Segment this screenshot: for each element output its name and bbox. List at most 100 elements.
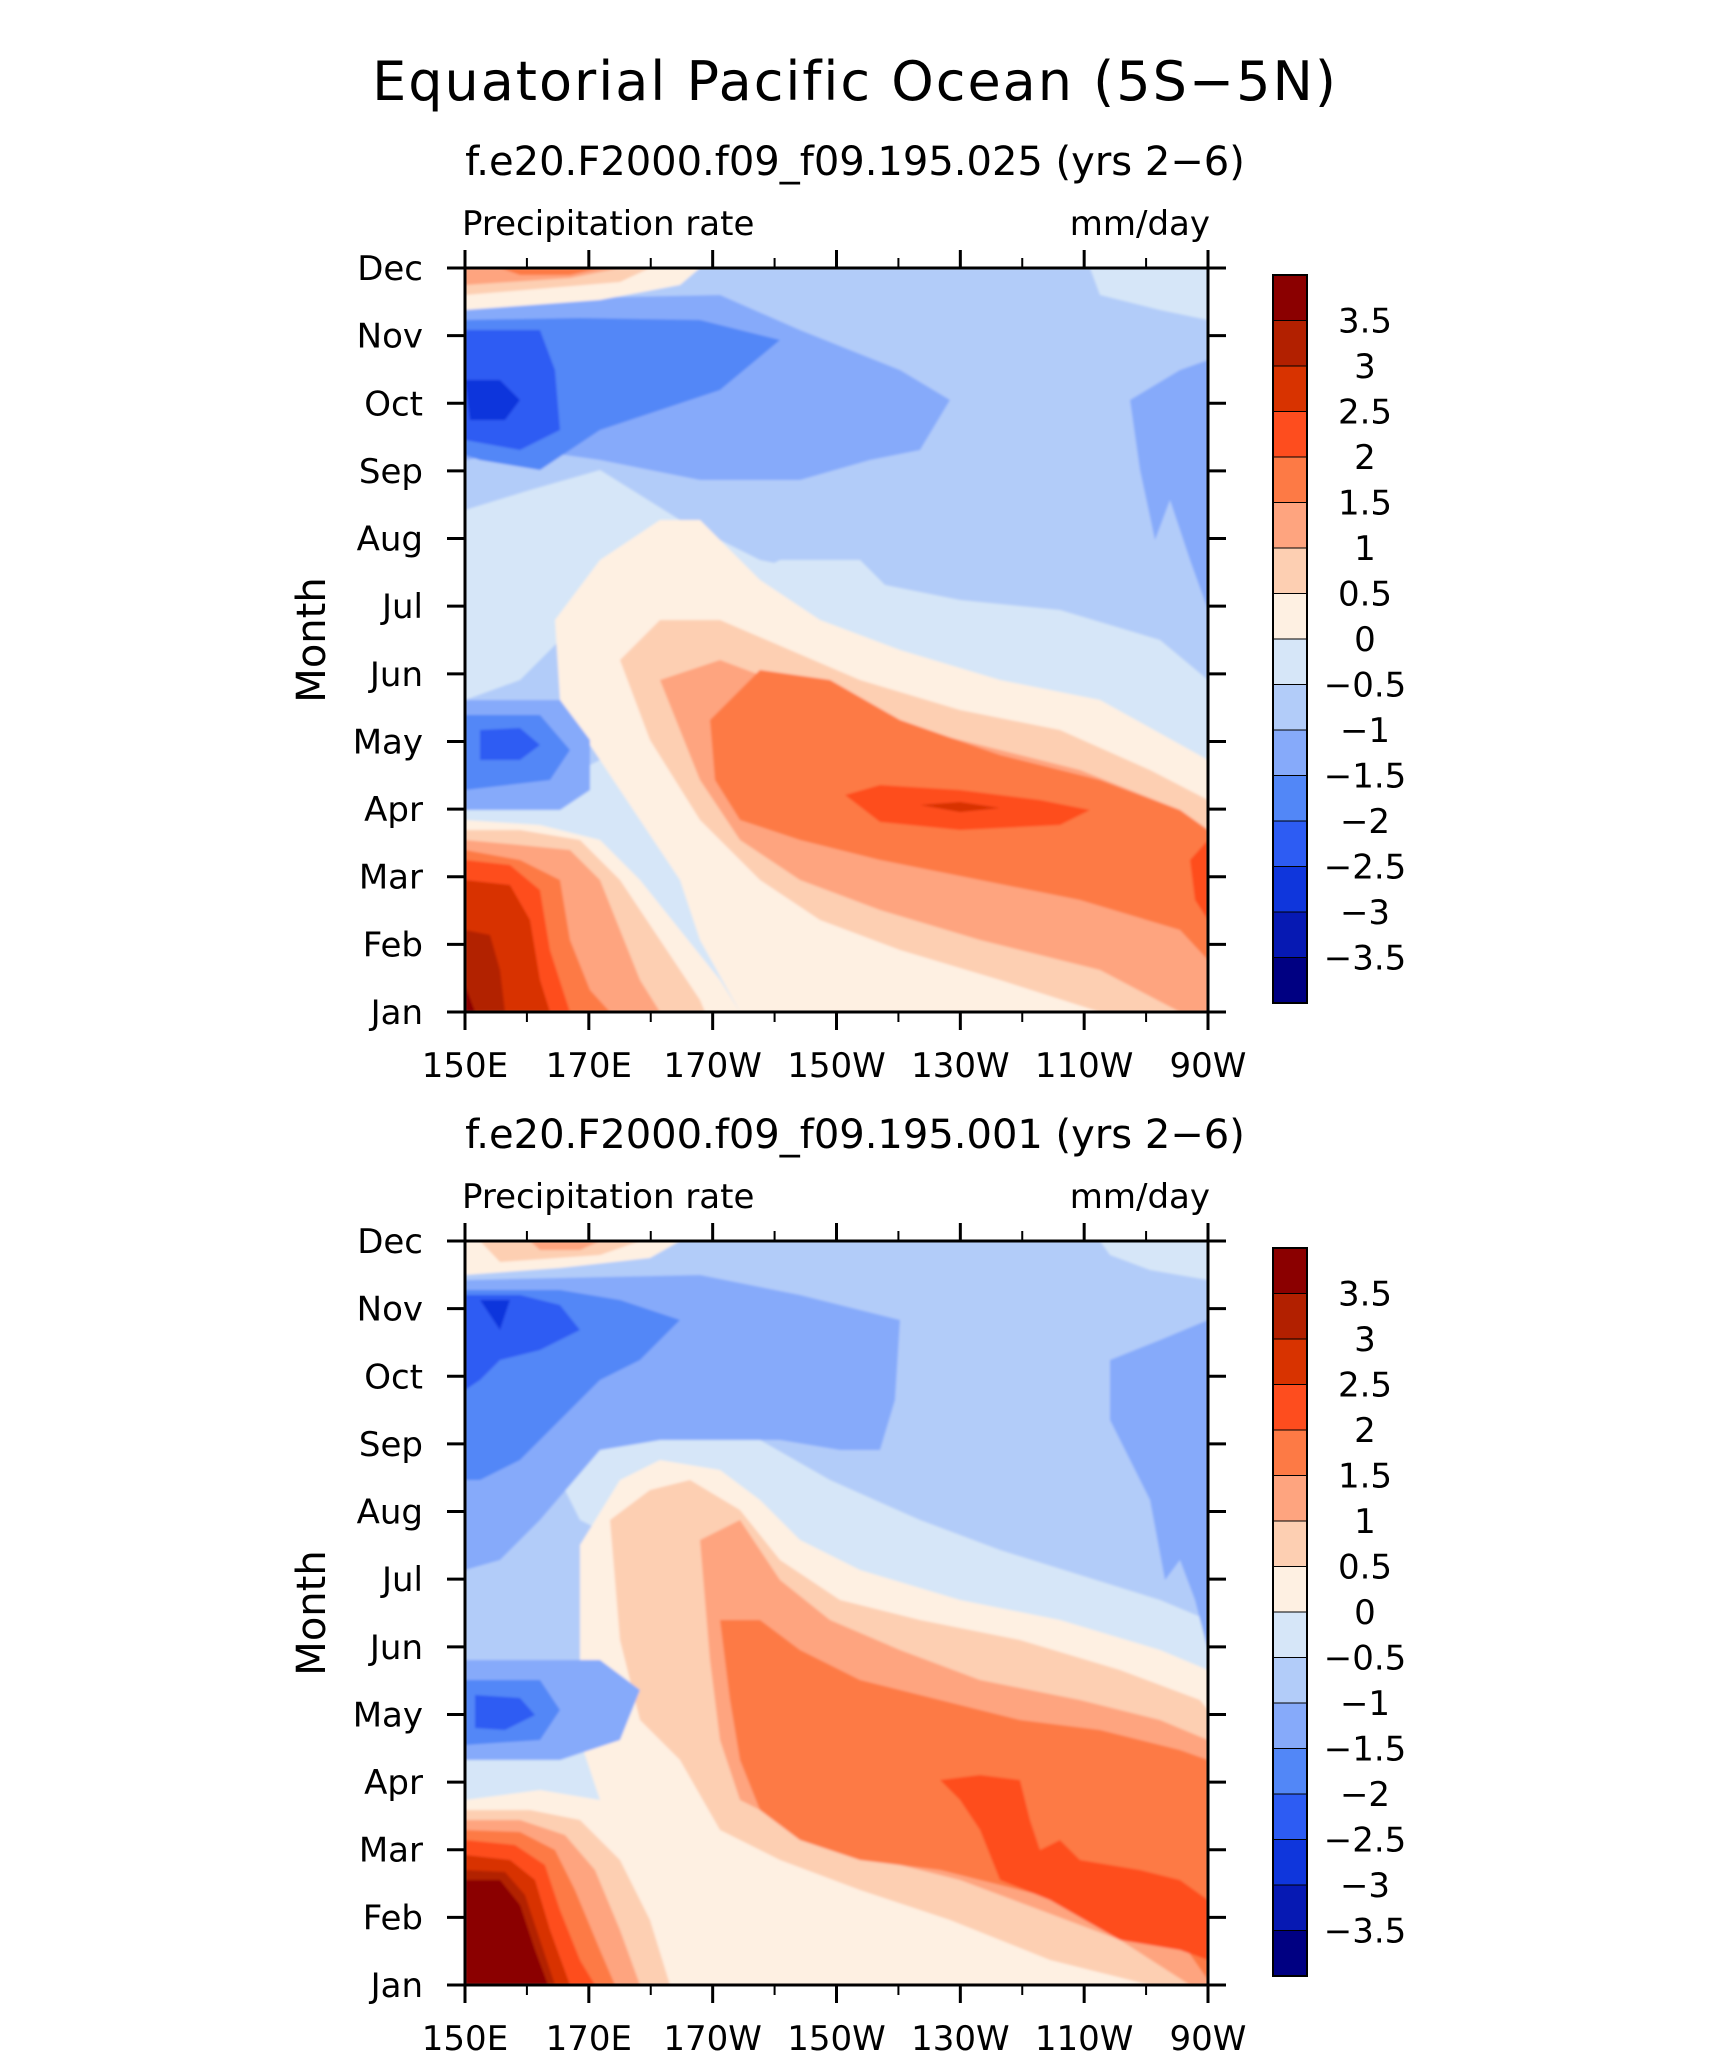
- y-tick-label: Feb: [363, 1898, 423, 1938]
- field-a-band: [465, 985, 475, 1012]
- y-tick-label: Aug: [357, 1493, 423, 1533]
- colorbar-label: −2.5: [1324, 1821, 1407, 1861]
- colorbar-swatch: [1272, 729, 1308, 776]
- y-tick-label: Sep: [359, 452, 423, 492]
- x-tick-label: 150W: [787, 1046, 886, 1086]
- colorbar-swatch: [1272, 1384, 1308, 1431]
- field-a-band: [1130, 360, 1208, 610]
- field-a-band: [480, 728, 540, 760]
- colorbar-label: 0: [1354, 620, 1376, 660]
- y-tick-label: Feb: [363, 925, 423, 965]
- field-a-band: [465, 930, 505, 1012]
- panel-b-right-label: mm/day: [1070, 1177, 1210, 1217]
- panel-b-y-tick-labels: Jan Feb Mar Apr May Jun Jul Aug Sep Oct Nov Dec: [353, 1222, 1226, 2006]
- y-tick-label: Mar: [359, 1831, 423, 1871]
- y-tick-label: Aug: [357, 520, 423, 560]
- colorbar-swatch: [1272, 1748, 1308, 1795]
- panel-a-left-label: Precipitation rate: [462, 204, 754, 244]
- colorbar-swatch: [1272, 411, 1308, 458]
- colorbar-label: −3: [1340, 1866, 1390, 1906]
- colorbar-label: −0.5: [1324, 666, 1407, 706]
- panel-a: f.e20.F2000.f09_f09.195.025 (yrs 2−6) Pr…: [289, 139, 1406, 1086]
- y-tick-label: Jan: [369, 993, 423, 1033]
- colorbar-swatch: [1272, 911, 1308, 958]
- field-a-band: [500, 268, 600, 275]
- panel-a-title: f.e20.F2000.f09_f09.195.025 (yrs 2−6): [465, 139, 1245, 185]
- colorbar-swatch: [1272, 1702, 1308, 1749]
- colorbar-label: 2: [1354, 1411, 1376, 1451]
- colorbar-label: −3.5: [1324, 1912, 1407, 1952]
- field-b-band: [465, 1880, 548, 1985]
- y-tick-label: Oct: [364, 1357, 423, 1397]
- panel-a-x-tick-labels: 150E 170E 170W 150W 130W 110W 90W: [422, 250, 1247, 1086]
- colorbar-swatch: [1272, 1338, 1308, 1385]
- x-tick-label: 170W: [663, 1046, 762, 1086]
- x-tick-label: 110W: [1035, 1046, 1134, 1086]
- x-tick-label: 150E: [422, 2019, 508, 2059]
- field-b-band: [480, 1300, 510, 1330]
- colorbar-label: 1.5: [1338, 1457, 1392, 1497]
- x-tick-label: 90W: [1170, 2019, 1247, 2059]
- colorbar-swatch: [1272, 866, 1308, 913]
- colorbar-swatch: [1272, 1839, 1308, 1886]
- colorbar-swatch: [1272, 820, 1308, 867]
- colorbar-label: 1.5: [1338, 484, 1392, 524]
- panel-b-x-tick-labels: 150E 170E 170W 150W 130W 110W 90W: [422, 1223, 1247, 2059]
- colorbar-swatch: [1272, 1429, 1308, 1476]
- y-tick-label: Mar: [359, 858, 423, 898]
- y-tick-label: Sep: [359, 1425, 423, 1465]
- y-tick-label: Jul: [380, 1560, 423, 1600]
- y-tick-label: Jul: [380, 587, 423, 627]
- colorbar-swatch: [1272, 957, 1308, 1004]
- colorbar-swatch: [1272, 593, 1308, 640]
- x-tick-label: 90W: [1170, 1046, 1247, 1086]
- colorbar-swatch: [1272, 274, 1308, 321]
- colorbar-swatch: [1272, 1520, 1308, 1567]
- colorbar-frame: [1272, 1247, 1308, 1977]
- y-tick-label: Nov: [357, 1290, 423, 1330]
- colorbar-label: 2.5: [1338, 1366, 1392, 1406]
- panel-b-plot: [465, 1241, 1208, 1985]
- colorbar-label: −2: [1340, 802, 1390, 842]
- colorbar-swatch: [1272, 456, 1308, 503]
- colorbar-label: −3.5: [1324, 939, 1407, 979]
- colorbar-swatch: [1272, 502, 1308, 549]
- y-tick-label: Jun: [368, 655, 423, 695]
- colorbar-swatch: [1272, 1657, 1308, 1704]
- panel-a-ylabel: Month: [289, 577, 335, 702]
- y-tick-label: Jun: [368, 1628, 423, 1668]
- y-tick-label: Jan: [369, 1966, 423, 2006]
- colorbar-swatch: [1272, 1247, 1308, 1294]
- colorbar-swatch: [1272, 365, 1308, 412]
- x-tick-label: 130W: [911, 2019, 1010, 2059]
- colorbar-label: −1: [1340, 1684, 1390, 1724]
- field-b-band: [1100, 1241, 1208, 1280]
- colorbar-label: −1.5: [1324, 757, 1407, 797]
- panel-b-title: f.e20.F2000.f09_f09.195.001 (yrs 2−6): [465, 1112, 1245, 1158]
- colorbar-swatch: [1272, 1293, 1308, 1340]
- field-b-band: [1110, 1320, 1208, 1650]
- y-tick-label: May: [353, 1695, 423, 1735]
- colorbar-label: 3: [1354, 347, 1376, 387]
- y-tick-label: Apr: [364, 1763, 423, 1803]
- x-tick-label: 150E: [422, 1046, 508, 1086]
- y-tick-label: Apr: [364, 790, 423, 830]
- y-tick-label: Oct: [364, 384, 423, 424]
- y-tick-label: Dec: [357, 249, 423, 289]
- colorbar-label: −3: [1340, 893, 1390, 933]
- colorbar-swatch: [1272, 1930, 1308, 1977]
- panel-a-right-label: mm/day: [1070, 204, 1210, 244]
- field-a-band: [465, 380, 520, 420]
- colorbar-swatch: [1272, 320, 1308, 367]
- panel-a-plot: [465, 268, 1208, 1012]
- panel-b-left-label: Precipitation rate: [462, 1177, 754, 1217]
- x-tick-label: 150W: [787, 2019, 886, 2059]
- colorbar-swatch: [1272, 638, 1308, 685]
- colorbar-label: 1: [1354, 1502, 1376, 1542]
- panel-b-ylabel: Month: [289, 1550, 335, 1675]
- colorbar-label: −1: [1340, 711, 1390, 751]
- field-a-band: [920, 802, 1000, 812]
- colorbar-swatch: [1272, 775, 1308, 822]
- colorbar-label: 0.5: [1338, 575, 1392, 615]
